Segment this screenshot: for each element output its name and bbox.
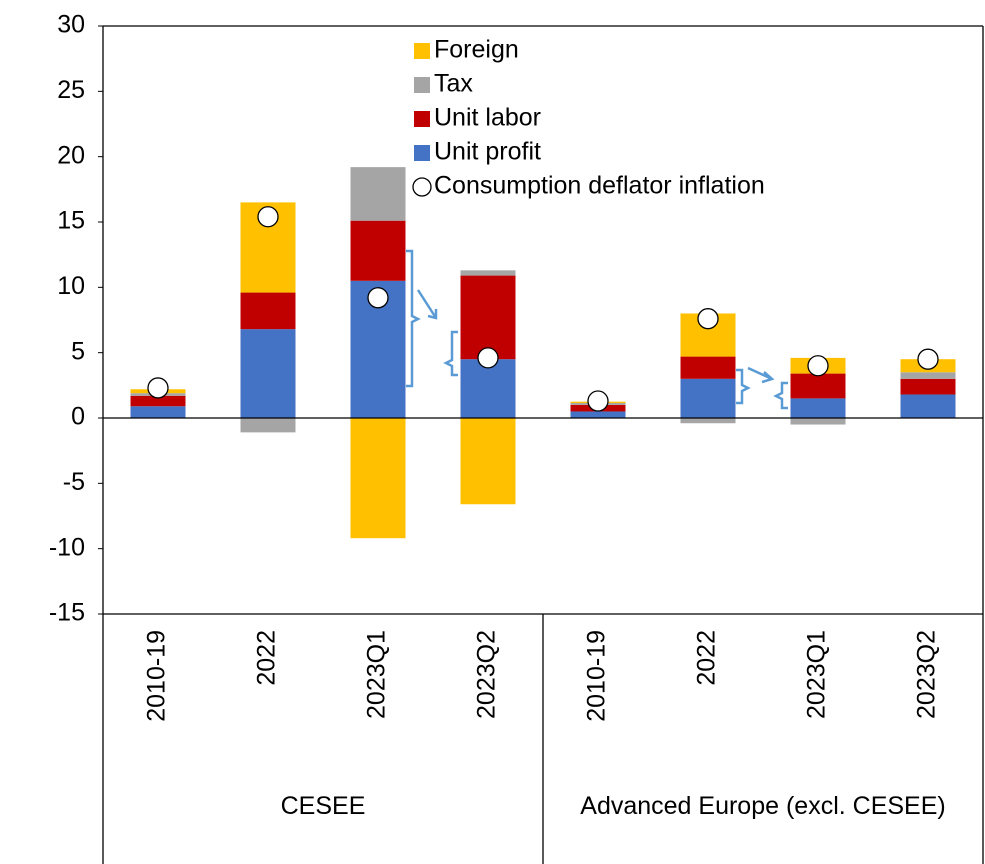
marker xyxy=(367,287,389,309)
y-tick-label: -10 xyxy=(49,533,85,561)
bar-segment xyxy=(900,378,956,395)
x-tick-label: 2023Q2 xyxy=(913,630,941,719)
bar-segment xyxy=(900,372,956,379)
bar-segment xyxy=(130,406,186,418)
legend-swatch xyxy=(414,145,430,161)
bar-segment xyxy=(130,395,186,407)
bar-segment xyxy=(790,398,846,418)
y-tick-label: 10 xyxy=(57,272,85,300)
y-tick-label: 0 xyxy=(71,403,85,431)
bar-segment xyxy=(680,356,736,379)
y-tick-label: -15 xyxy=(49,599,85,627)
legend-swatch xyxy=(414,77,430,93)
y-tick-label: -5 xyxy=(63,468,85,496)
x-tick-label: 2023Q1 xyxy=(803,630,831,719)
group-label: Advanced Europe (excl. CESEE) xyxy=(580,792,946,820)
bracket xyxy=(443,330,458,377)
x-tick-label: 2023Q1 xyxy=(363,630,391,719)
bar-segment xyxy=(460,359,516,418)
legend-marker xyxy=(412,177,432,197)
legend-swatch xyxy=(414,43,430,59)
x-tick-label: 2023Q2 xyxy=(473,630,501,719)
bar-segment xyxy=(460,275,516,360)
bar-segment xyxy=(460,418,516,505)
y-tick-label: 30 xyxy=(57,11,85,39)
x-tick-label: 2010-19 xyxy=(143,630,171,722)
arrow xyxy=(747,366,775,384)
bracket xyxy=(406,249,421,388)
bracket xyxy=(773,381,788,410)
bar-segment xyxy=(570,411,626,418)
bar-segment xyxy=(240,329,296,418)
y-tick-label: 20 xyxy=(57,141,85,169)
y-tick-label: 25 xyxy=(57,76,85,104)
marker xyxy=(477,347,499,369)
marker xyxy=(697,308,719,330)
group-label: CESEE xyxy=(280,792,366,820)
marker xyxy=(257,206,279,228)
legend-label: Unit profit xyxy=(434,138,541,166)
x-tick-label: 2022 xyxy=(253,630,281,686)
arrow xyxy=(416,289,438,320)
bar-segment xyxy=(680,378,736,418)
legend-label: Foreign xyxy=(434,36,519,64)
bar-segment xyxy=(790,418,846,425)
x-tick-label: 2022 xyxy=(693,630,721,686)
legend-label: Unit labor xyxy=(434,104,541,132)
marker xyxy=(587,390,609,412)
legend-swatch xyxy=(414,111,430,127)
bar-segment xyxy=(680,418,736,424)
bar-segment xyxy=(240,292,296,330)
bar-segment xyxy=(460,270,516,276)
bar-segment xyxy=(350,418,406,539)
bar-segment xyxy=(900,394,956,418)
bar-segment xyxy=(350,220,406,281)
marker xyxy=(147,377,169,399)
marker xyxy=(807,355,829,377)
marker xyxy=(917,348,939,370)
y-tick-label: 15 xyxy=(57,207,85,235)
bracket xyxy=(736,368,751,405)
legend-label: Consumption deflator inflation xyxy=(434,172,765,200)
bar-segment xyxy=(240,418,296,433)
legend-label: Tax xyxy=(434,70,473,98)
x-tick-label: 2010-19 xyxy=(583,630,611,722)
y-tick-label: 5 xyxy=(71,337,85,365)
bar-segment xyxy=(350,167,406,221)
bar-segment xyxy=(790,373,846,399)
